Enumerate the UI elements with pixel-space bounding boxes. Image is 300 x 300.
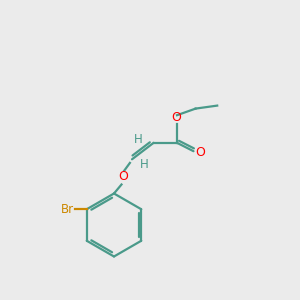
Text: Br: Br <box>61 203 74 216</box>
Text: O: O <box>195 146 205 159</box>
Text: O: O <box>118 170 128 183</box>
Text: O: O <box>172 111 181 124</box>
Text: H: H <box>134 133 143 146</box>
Text: H: H <box>140 158 149 171</box>
